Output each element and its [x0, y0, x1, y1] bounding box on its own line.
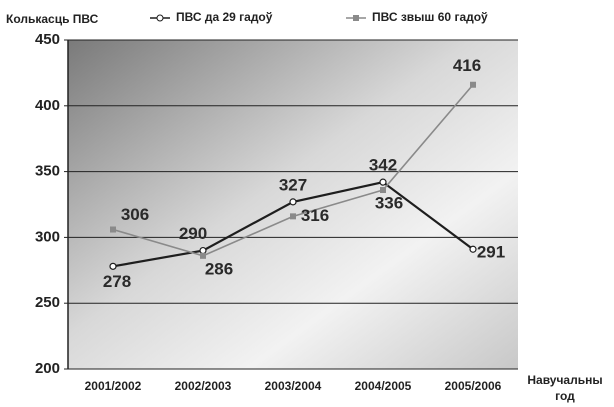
data-label: 291: [477, 243, 505, 262]
point: [199, 246, 207, 255]
data-label: 416: [453, 56, 481, 75]
data-label: 278: [103, 272, 131, 291]
y-tick-label: 300: [35, 228, 60, 245]
x-tick-label: 2005/2006: [445, 379, 502, 393]
data-label: 336: [375, 194, 403, 213]
y-tick-label: 350: [35, 163, 60, 180]
legend-label: ПВС да 29 гадоў: [176, 10, 273, 24]
point: [289, 198, 297, 206]
data-label: 306: [121, 205, 149, 224]
point: [379, 178, 387, 186]
x-axis-label: Навучальны год: [527, 373, 603, 403]
x-tick-label: 2003/2004: [265, 379, 322, 393]
data-label: 290: [179, 224, 207, 243]
x-tick-label: 2002/2003: [175, 379, 232, 393]
x-tick-label: 2004/2005: [355, 379, 412, 393]
y-tick-label: 200: [35, 360, 60, 377]
point: [109, 262, 117, 270]
point: [290, 213, 296, 220]
point: [469, 245, 477, 253]
y-tick-label: 450: [35, 31, 60, 48]
y-tick-label: 250: [35, 294, 60, 311]
data-label: 286: [205, 259, 233, 278]
point: [200, 252, 206, 259]
y-tick-label: 400: [35, 97, 60, 114]
legend-marker: [353, 15, 359, 21]
legend-marker: [156, 14, 164, 22]
point: [470, 81, 476, 88]
data-label: 342: [369, 156, 397, 175]
y-axis-label: Колькасць ПВС: [6, 12, 99, 26]
legend-label: ПВС звыш 60 гадоў: [372, 10, 488, 24]
point: [110, 226, 116, 233]
data-label: 316: [301, 206, 329, 225]
data-label: 327: [279, 175, 307, 194]
x-tick-label: 2001/2002: [85, 379, 142, 393]
point: [380, 187, 386, 194]
